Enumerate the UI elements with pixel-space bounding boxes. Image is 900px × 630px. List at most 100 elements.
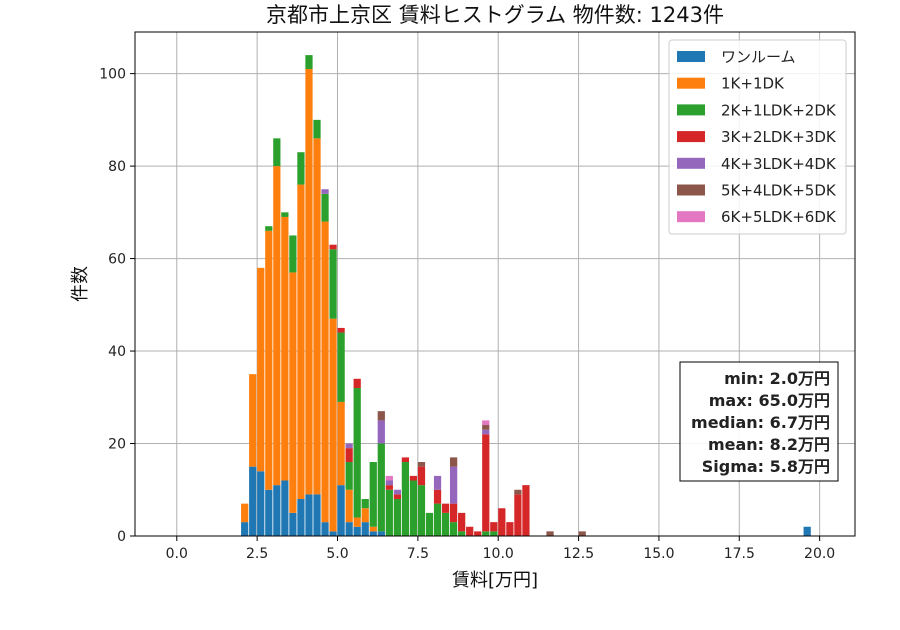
bar-4-bin-31 (490, 522, 498, 532)
bar-3-bin-15 (361, 499, 369, 509)
bar-4-bin-12 (337, 327, 345, 333)
bar-5-bin-18 (385, 480, 393, 486)
bar-3-bin-5 (281, 212, 289, 217)
bar-5-bin-26 (450, 466, 458, 504)
legend-label: 3K+2LDK+3DK (721, 128, 837, 146)
bar-3-bin-18 (385, 489, 393, 536)
bar-6-bin-42 (578, 531, 586, 536)
bar-3-bin-7 (297, 152, 305, 185)
bar-5-bin-13 (345, 443, 353, 449)
bar-1-bin-70 (803, 526, 811, 536)
bar-4-bin-35 (522, 485, 530, 536)
bar-3-bin-12 (337, 332, 345, 402)
bar-3-bin-6 (289, 235, 297, 273)
bar-7-bin-30 (482, 420, 490, 426)
y-tick-label: 80 (108, 159, 126, 175)
bar-4-bin-27 (458, 512, 466, 532)
stats-frame (679, 361, 839, 482)
y-tick-label: 20 (108, 437, 126, 453)
bar-2-bin-0 (241, 503, 249, 523)
bar-4-bin-30 (482, 434, 490, 532)
bar-1-bin-16 (369, 531, 377, 536)
bar-2-bin-5 (281, 216, 289, 481)
legend-label: 2K+1LDK+2DK (721, 101, 837, 119)
bar-1-bin-12 (337, 485, 345, 536)
legend-swatch (677, 157, 705, 169)
stats-line: Sigma: 5.8万円 (702, 457, 830, 476)
y-axis-ticks: 0 20 40 60 80 100 (99, 67, 135, 545)
stats-line: median: 6.7万円 (691, 413, 830, 432)
bar-4-bin-26 (450, 503, 458, 523)
legend-label: 4K+3LDK+4DK (721, 155, 837, 173)
x-tick-label: 15.0 (643, 546, 674, 562)
bar-3-bin-27 (458, 531, 466, 536)
bar-2-bin-2 (257, 267, 265, 472)
bar-6-bin-34 (514, 489, 522, 495)
bar-5-bin-17 (377, 420, 385, 444)
bar-6-bin-30 (482, 425, 490, 430)
bar-3-bin-9 (313, 119, 321, 139)
x-axis-ticks: 0.0 2.5 5.0 7.5 10.0 12.5 15.0 17.5 20.0 (166, 536, 835, 562)
bar-2-bin-3 (265, 230, 273, 490)
bar-1-bin-1 (249, 466, 257, 536)
bar-4-bin-25 (441, 503, 450, 513)
bar-2-bin-8 (305, 68, 313, 495)
bar-2-bin-10 (321, 221, 329, 523)
bar-1-bin-8 (305, 494, 313, 536)
bar-1-bin-9 (313, 494, 321, 536)
bar-1-bin-13 (345, 522, 353, 536)
bar-5-bin-24 (433, 475, 442, 490)
bar-2-bin-1 (249, 374, 257, 467)
bar-2-bin-6 (289, 272, 297, 513)
legend: ワンルーム 1K+1DK 2K+1LDK+2DK 3K+2LDK+3DK 4K+3LDK… (668, 39, 847, 235)
y-tick-label: 60 (108, 252, 126, 268)
bar-4-bin-11 (329, 244, 337, 250)
bar-6-bin-17 (377, 411, 385, 421)
x-tick-label: 5.0 (326, 546, 348, 562)
legend-box (668, 39, 847, 235)
bar-4-bin-24 (433, 489, 442, 504)
bar-3-bin-25 (441, 512, 450, 536)
bar-series (241, 55, 811, 536)
bar-1-bin-11 (329, 531, 337, 536)
bar-3-bin-14 (353, 388, 361, 518)
bar-2-bin-16 (369, 526, 377, 532)
bar-1-bin-10 (321, 522, 329, 536)
bar-4-bin-18 (385, 485, 393, 490)
legend-label: 6K+5LDK+6DK (721, 208, 837, 226)
stats-line: min: 2.0万円 (724, 369, 830, 388)
x-tick-label: 12.5 (563, 546, 594, 562)
x-tick-label: 20.0 (804, 546, 835, 562)
bar-5-bin-19 (393, 489, 401, 495)
bar-3-bin-26 (450, 522, 458, 536)
bar-7-bin-18 (385, 475, 393, 481)
bar-1-bin-4 (273, 485, 281, 536)
bar-2-bin-13 (345, 489, 353, 523)
bar-4-bin-19 (393, 494, 401, 500)
bar-6-bin-26 (450, 457, 458, 467)
stats-line: mean: 8.2万円 (708, 435, 830, 454)
bar-5-bin-30 (482, 429, 490, 435)
legend-label: 1K+1DK (721, 75, 785, 93)
x-tick-label: 7.5 (407, 546, 429, 562)
bar-5-bin-10 (321, 189, 329, 194)
bar-1-bin-6 (289, 512, 297, 536)
bar-2-bin-12 (337, 401, 345, 486)
plot-frame (134, 31, 856, 537)
bar-3-bin-23 (425, 512, 434, 536)
y-axis-label: 件数 (70, 266, 91, 302)
stats-box: min: 2.0万円 max: 65.0万円 median: 6.7万円 mean: … (679, 361, 839, 482)
bar-1-bin-15 (361, 522, 369, 536)
bar-2-bin-4 (273, 166, 281, 486)
legend-label: 5K+4LDK+5DK (721, 182, 837, 200)
x-tick-label: 2.5 (246, 546, 268, 562)
legend-swatch (677, 77, 705, 89)
legend-label: ワンルーム (721, 48, 796, 66)
bar-6-bin-38 (546, 531, 554, 536)
legend-swatch (677, 51, 705, 62)
bar-4-bin-13 (345, 448, 353, 463)
bar-3-bin-20 (401, 462, 410, 536)
bar-3-bin-16 (369, 462, 377, 527)
legend-swatch (677, 211, 705, 223)
